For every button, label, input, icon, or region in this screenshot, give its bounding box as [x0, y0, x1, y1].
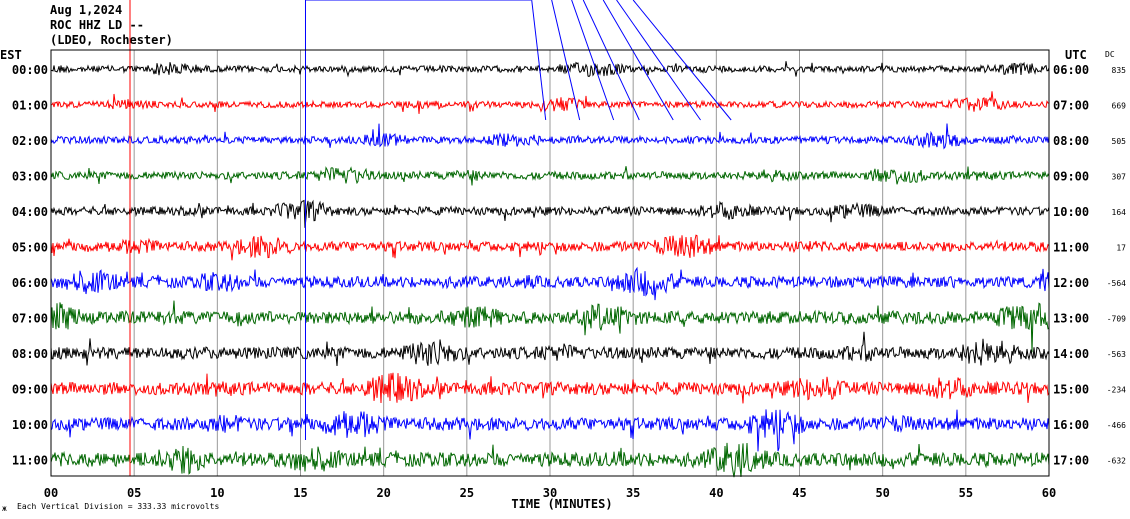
est-tick-label: 00:00 [12, 63, 48, 77]
seismic-trace-1100 [50, 442, 1050, 478]
x-tick-label: 15 [293, 486, 307, 500]
utc-tick-label: 09:00 [1053, 170, 1089, 184]
seismic-trace-1000 [50, 409, 1050, 452]
x-tick-label: 20 [376, 486, 390, 500]
seismic-trace-0400 [50, 199, 1050, 228]
event-marker [602, 0, 674, 121]
utc-axis-label: UTC [1065, 48, 1087, 62]
dc-value: -563 [1107, 350, 1126, 359]
utc-tick-label: 06:00 [1053, 63, 1089, 77]
x-tick-label: 10 [210, 486, 224, 500]
scale-note: Each Vertical Division = 333.33 microvol… [17, 502, 219, 511]
utc-tick-label: 11:00 [1053, 241, 1089, 255]
dc-value: -632 [1107, 457, 1126, 466]
utc-tick-label: 10:00 [1053, 205, 1089, 219]
seismic-trace-0700 [50, 300, 1050, 353]
dc-value: -234 [1107, 386, 1126, 395]
x-tick-label: 25 [460, 486, 474, 500]
dc-value: 307 [1112, 173, 1127, 182]
x-tick-label: 35 [626, 486, 640, 500]
seismic-trace-0900 [50, 372, 1050, 404]
x-tick-label: 00 [44, 486, 58, 500]
est-tick-label: 07:00 [12, 312, 48, 326]
plot-frame [50, 49, 1050, 477]
x-tick-label: 30 [543, 486, 557, 500]
seismic-trace-0500 [50, 234, 1050, 261]
x-axis-title: TIME (MINUTES) [511, 497, 612, 511]
network-label: (LDEO, Rochester) [50, 33, 173, 47]
seismic-trace-0200 [50, 123, 1050, 150]
x-tick-label: 55 [959, 486, 973, 500]
dc-value: 164 [1112, 208, 1127, 217]
dc-value: -709 [1107, 315, 1126, 324]
x-tick-label: 50 [875, 486, 889, 500]
utc-tick-label: 17:00 [1053, 454, 1089, 468]
est-tick-label: 03:00 [12, 170, 48, 184]
dc-value: 669 [1112, 102, 1127, 111]
dc-value: 505 [1112, 137, 1127, 146]
seismic-trace-0600 [50, 266, 1050, 301]
event-marker [551, 0, 581, 121]
event-marker [582, 0, 640, 121]
dc-value: -466 [1107, 421, 1126, 430]
x-tick-label: 05 [127, 486, 141, 500]
event-marker [616, 0, 701, 121]
x-tick-label: 60 [1042, 486, 1056, 500]
est-tick-label: 10:00 [12, 418, 48, 432]
utc-tick-label: 16:00 [1053, 418, 1089, 432]
dc-value: 17 [1116, 244, 1126, 253]
dc-value: 835 [1112, 66, 1127, 75]
est-tick-label: 11:00 [12, 454, 48, 468]
utc-tick-label: 12:00 [1053, 276, 1089, 290]
seismic-trace-0800 [50, 331, 1050, 367]
event-marker [571, 0, 615, 121]
x-tick-label: 40 [709, 486, 723, 500]
event-marker [531, 0, 547, 121]
utc-tick-label: 13:00 [1053, 312, 1089, 326]
date-label: Aug 1,2024 [50, 3, 123, 17]
est-tick-label: 09:00 [12, 383, 48, 397]
utc-tick-label: 07:00 [1053, 99, 1089, 113]
est-tick-label: 08:00 [12, 347, 48, 361]
est-axis-label: EST [0, 48, 22, 62]
seismic-trace-0300 [50, 166, 1050, 186]
est-tick-label: 05:00 [12, 241, 48, 255]
utc-tick-label: 14:00 [1053, 347, 1089, 361]
seismic-trace-0000 [50, 61, 1050, 78]
utc-tick-label: 15:00 [1053, 383, 1089, 397]
event-marker [632, 0, 732, 121]
est-tick-label: 01:00 [12, 99, 48, 113]
utc-tick-label: 08:00 [1053, 134, 1089, 148]
station-label: ROC HHZ LD -- [50, 18, 144, 32]
x-tick-label: 45 [792, 486, 806, 500]
dc-label: DC [1105, 50, 1115, 59]
est-tick-label: 06:00 [12, 276, 48, 290]
est-tick-label: 04:00 [12, 205, 48, 219]
dc-value: -564 [1107, 279, 1126, 288]
scale-icon: ж [2, 504, 7, 513]
est-tick-label: 02:00 [12, 134, 48, 148]
seismic-trace-0100 [50, 91, 1050, 114]
